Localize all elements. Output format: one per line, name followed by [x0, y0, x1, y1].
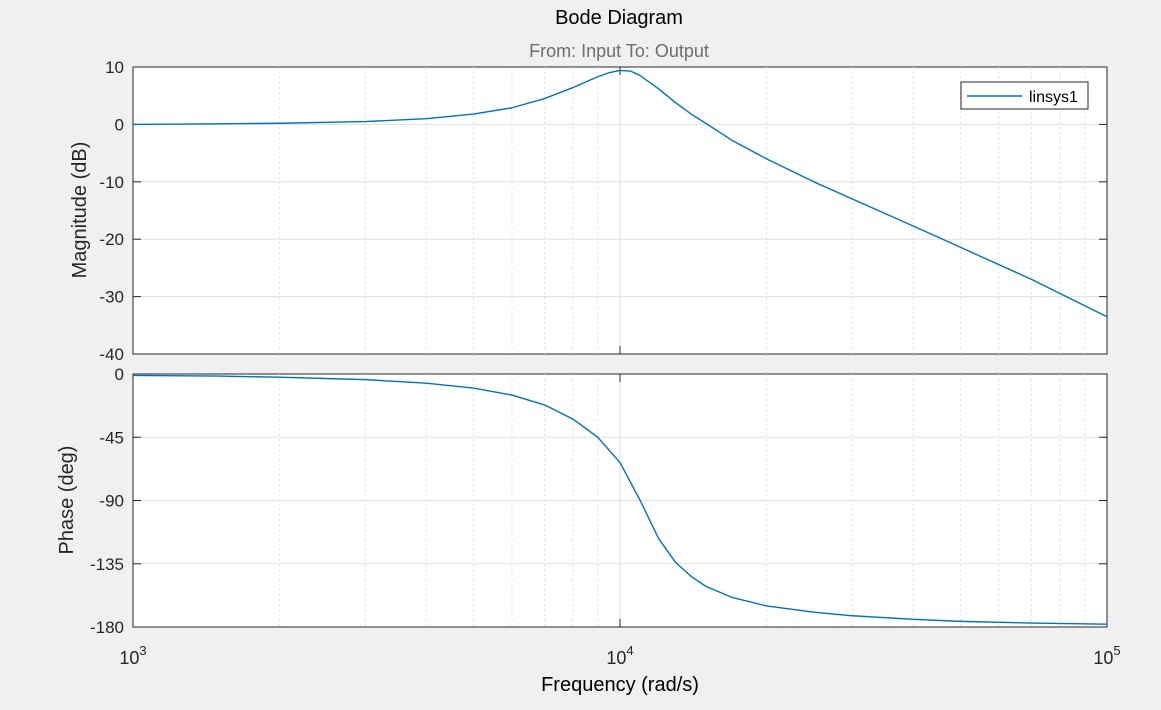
phase-panel: 0 -45 -90 -135 -180 Phase (deg) [56, 365, 1108, 637]
ph-ytick-label: -45 [99, 428, 124, 447]
mag-ytick-label: 10 [105, 58, 124, 77]
x-tick-label: 105 [1093, 643, 1120, 668]
mag-ytick-label: -20 [99, 230, 124, 249]
mag-ytick-label: -40 [99, 345, 124, 364]
mag-ytick-label: 0 [115, 115, 124, 134]
ph-ytick-label: 0 [115, 365, 124, 384]
mag-series-line-linsys1 [132, 69, 1108, 318]
x-tick-label: 103 [119, 643, 146, 668]
ph-ytick-label: -90 [99, 492, 124, 511]
x-axis-label: Frequency (rad/s) [541, 674, 699, 696]
phase-grid [133, 374, 1107, 627]
magnitude-ticks: 10 0 -10 -20 -30 -40 [99, 58, 1108, 364]
chart-subtitle: From: Input To: Output [529, 41, 709, 61]
magnitude-grid [133, 67, 1107, 354]
magnitude-plot [132, 69, 1108, 318]
phase-ylabel: Phase (deg) [56, 446, 78, 555]
chart-title: Bode Diagram [555, 7, 683, 29]
mag-ytick-label: -30 [99, 288, 124, 307]
magnitude-panel: 10 0 -10 -20 -30 -40 Magnitude (dB) [69, 58, 1108, 364]
legend-box [960, 81, 1089, 110]
legend[interactable]: linsys1 [960, 81, 1089, 110]
x-tick-labels: 103 104 105 [119, 643, 1120, 668]
ph-ytick-label: -135 [90, 555, 124, 574]
x-tick-label: 104 [606, 643, 633, 668]
phase-plot [132, 374, 1108, 625]
ph-ytick-label: -180 [90, 618, 124, 637]
mag-ytick-label: -10 [99, 173, 124, 192]
phase-ticks: 0 -45 -90 -135 -180 [90, 365, 1108, 637]
magnitude-ylabel: Magnitude (dB) [69, 142, 91, 279]
legend-entry: linsys1 [1029, 89, 1078, 106]
ph-series-line-linsys1 [132, 374, 1108, 625]
